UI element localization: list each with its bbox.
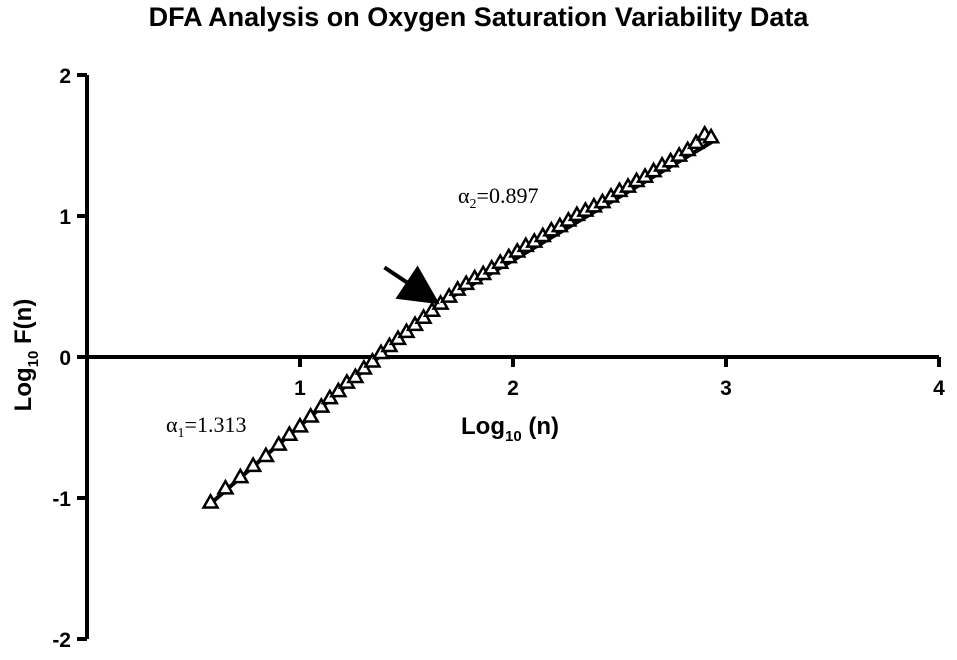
alpha2-annotation: α2=0.897 bbox=[458, 183, 538, 212]
x-axis-title-suffix: (n) bbox=[522, 413, 559, 440]
axes: -2 -1 0 1 2 1 2 3 4 bbox=[52, 65, 945, 652]
alpha1-annotation: α1=1.313 bbox=[166, 412, 246, 441]
alpha1-subscript: 1 bbox=[178, 426, 185, 441]
y-axis-title-prefix: Log bbox=[10, 367, 37, 411]
data-point bbox=[269, 434, 288, 451]
data-point bbox=[243, 456, 263, 473]
data-point bbox=[346, 367, 365, 384]
x-tick-label: 2 bbox=[507, 377, 519, 400]
alpha1-symbol: α bbox=[166, 412, 178, 437]
y-tick-label: 2 bbox=[59, 65, 71, 88]
y-tick-label: -2 bbox=[52, 629, 71, 652]
y-axis-title-subscript: 10 bbox=[25, 351, 42, 368]
data-point bbox=[301, 406, 320, 423]
annotations bbox=[383, 265, 440, 305]
alpha2-subscript: 2 bbox=[470, 197, 477, 212]
y-axis-title-suffix: F(n) bbox=[10, 299, 37, 351]
y-tick-label: 1 bbox=[59, 206, 71, 229]
x-tick-label: 4 bbox=[933, 377, 945, 400]
data-point bbox=[231, 467, 250, 484]
data-point bbox=[201, 492, 220, 509]
crossover-arrow bbox=[383, 265, 440, 305]
y-tick-label: 0 bbox=[59, 347, 71, 370]
data-point bbox=[687, 133, 706, 150]
alpha2-value: =0.897 bbox=[477, 183, 539, 208]
x-axis-title: Log10 (n) bbox=[461, 413, 559, 445]
y-tick-label: -1 bbox=[52, 488, 71, 511]
x-axis-title-subscript: 10 bbox=[505, 428, 522, 445]
data-points bbox=[201, 124, 721, 509]
data-point bbox=[329, 381, 348, 398]
data-point bbox=[216, 478, 235, 495]
data-point bbox=[280, 425, 299, 442]
y-axis-title: Log10 F(n) bbox=[10, 299, 42, 412]
chart-title: DFA Analysis on Oxygen Saturation Variab… bbox=[148, 2, 809, 32]
data-point bbox=[363, 351, 382, 368]
x-tick-label: 1 bbox=[294, 377, 306, 400]
alpha2-symbol: α bbox=[458, 183, 470, 208]
data-point bbox=[312, 396, 331, 413]
x-tick-label: 3 bbox=[720, 377, 732, 400]
x-axis-title-prefix: Log bbox=[461, 413, 505, 440]
data-point bbox=[256, 446, 276, 463]
data-point bbox=[701, 127, 721, 144]
data-point bbox=[290, 416, 310, 433]
alpha1-value: =1.313 bbox=[185, 412, 247, 437]
